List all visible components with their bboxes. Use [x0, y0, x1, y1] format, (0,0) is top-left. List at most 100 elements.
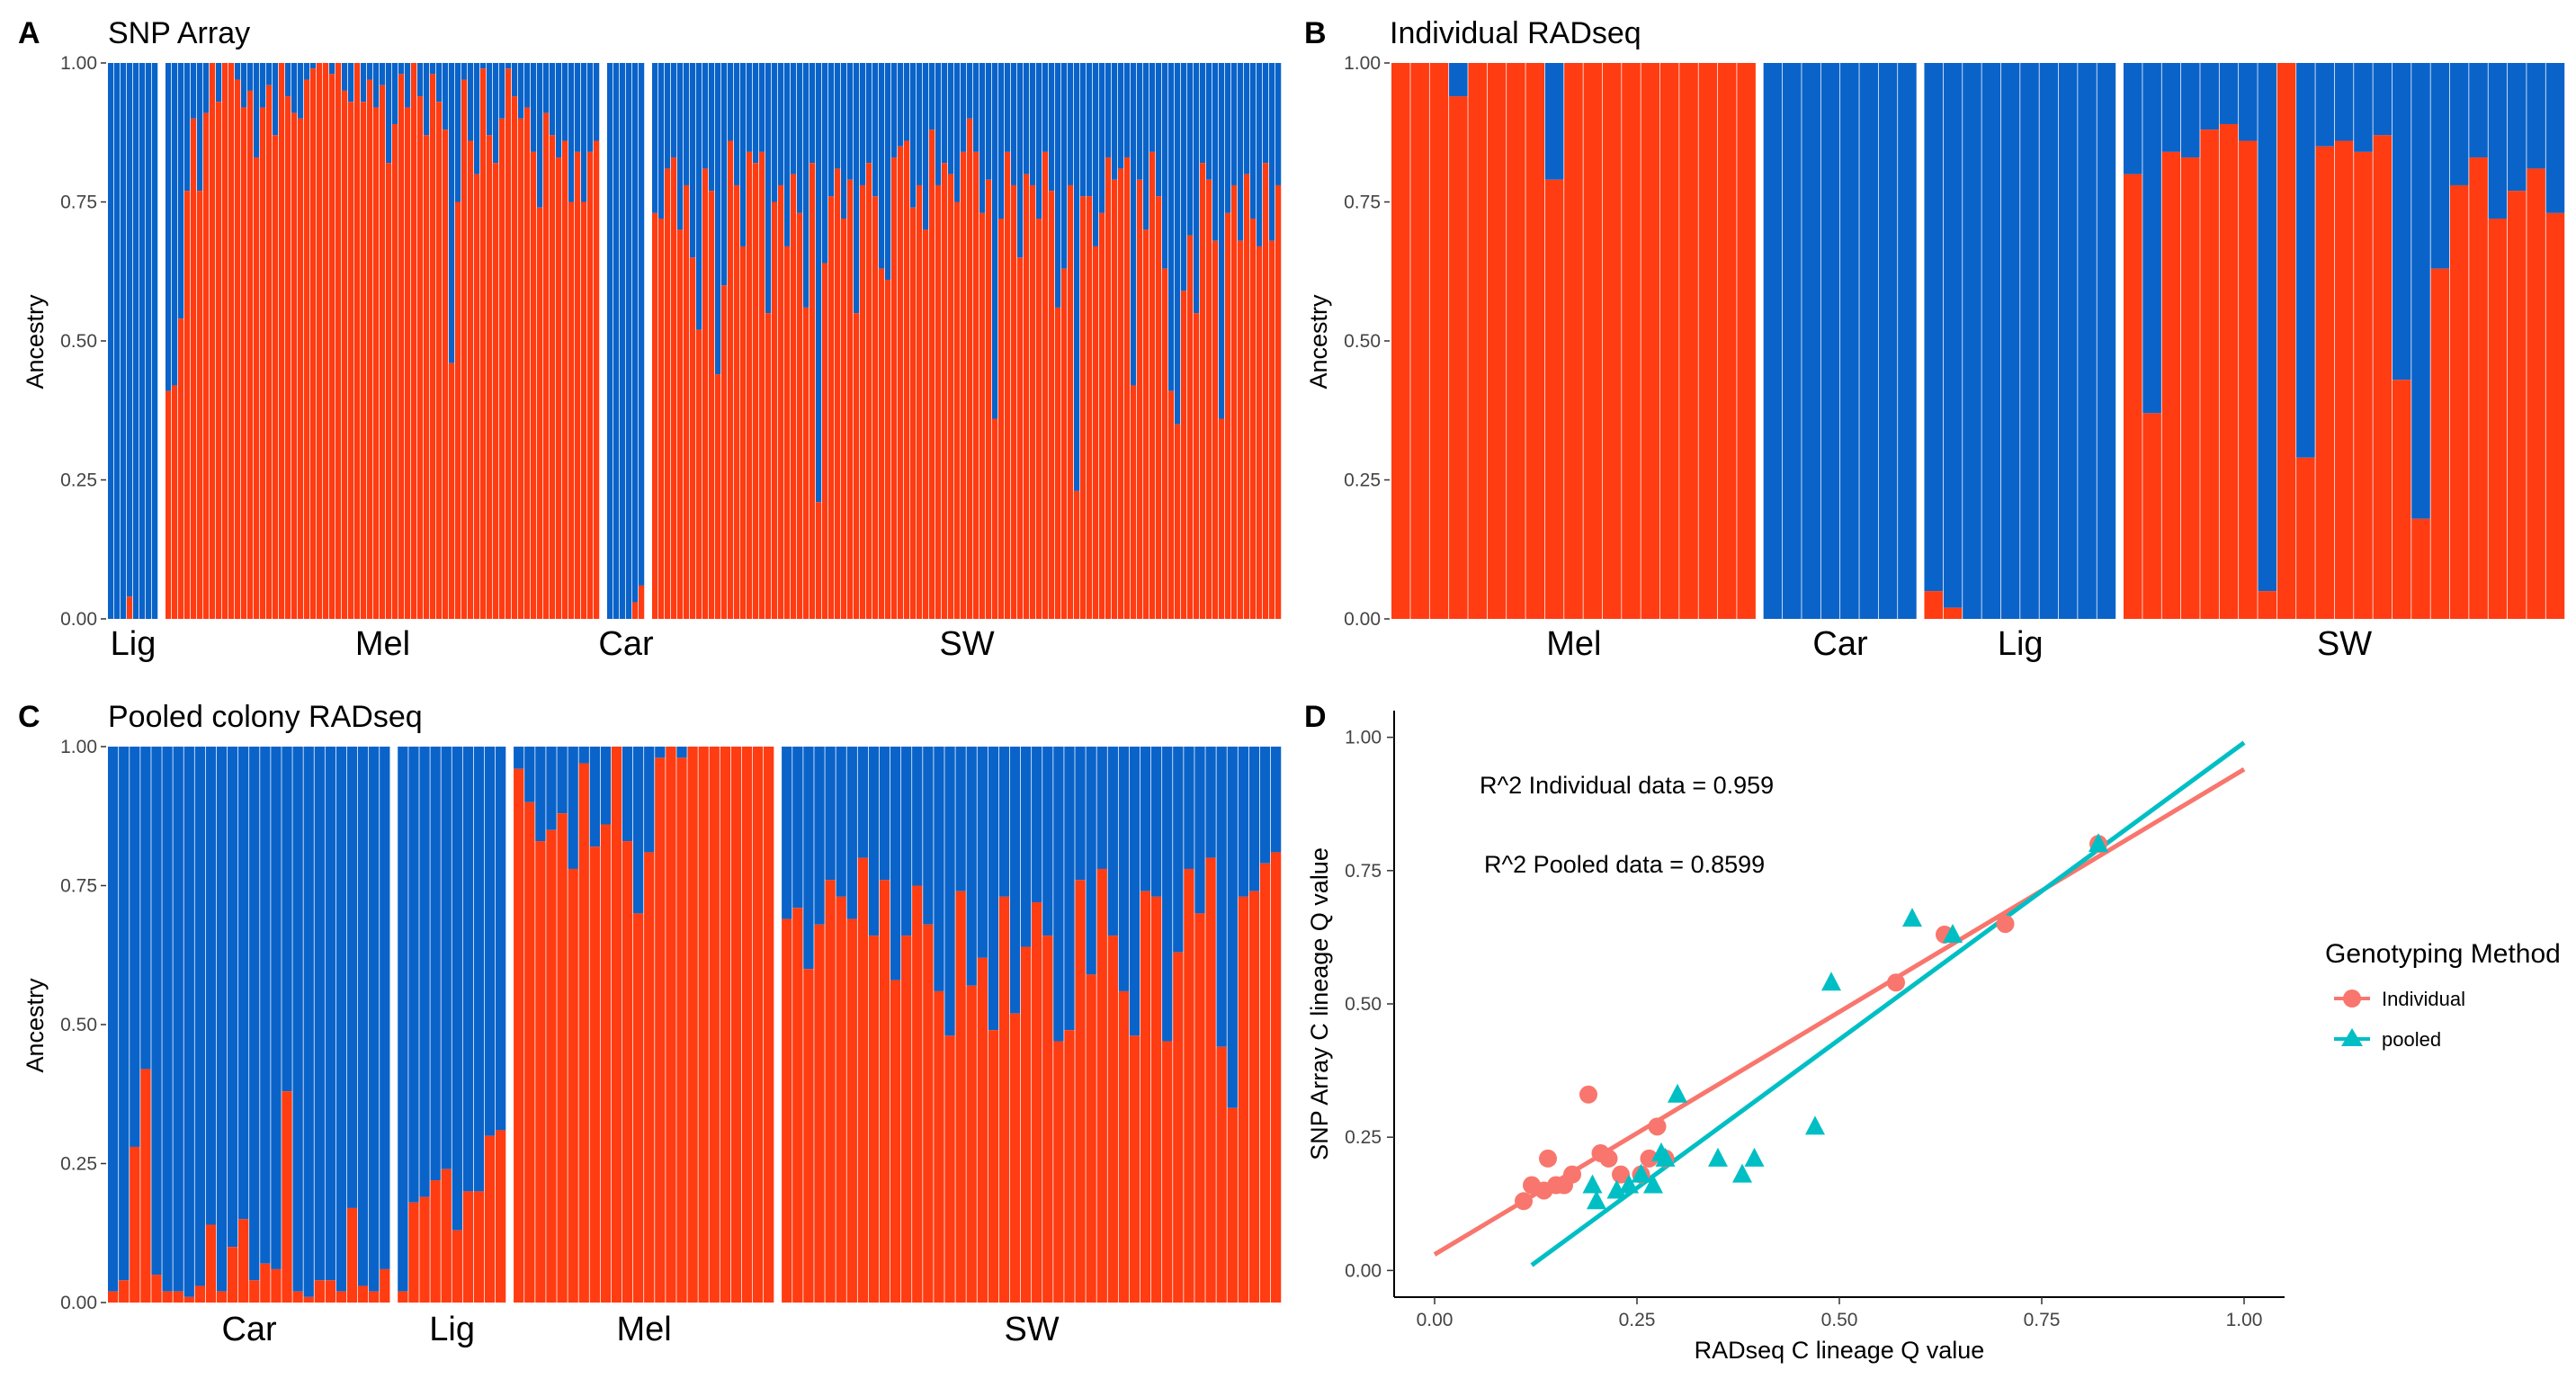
- bar-red-car: [357, 1285, 370, 1303]
- bar-red-sw: [1238, 240, 1244, 619]
- bar-red-sw: [1080, 196, 1087, 619]
- point-pooled: [1668, 1083, 1687, 1103]
- bar-red-sw: [1064, 1030, 1076, 1303]
- bar-blue-sw: [2181, 63, 2201, 158]
- bar-red-mel: [543, 112, 550, 620]
- group-label-car: Car: [221, 1311, 277, 1348]
- bar-blue-lig: [2020, 63, 2040, 619]
- bar-blue-sw: [2161, 63, 2181, 152]
- bar-blue-sw: [1093, 63, 1099, 246]
- bar-blue-mel: [380, 63, 386, 85]
- point-pooled: [2089, 833, 2108, 853]
- bar-blue-car: [357, 747, 370, 1286]
- bar-red-sw: [986, 179, 992, 619]
- bar-red-sw: [2239, 140, 2258, 619]
- bar-red-lig: [408, 1202, 420, 1303]
- bar-red-mel: [1525, 63, 1545, 619]
- bar-red-sw: [803, 307, 809, 619]
- bar-blue-sw: [2123, 63, 2143, 175]
- bar-blue-sw: [809, 63, 816, 164]
- bar-blue-mel: [165, 63, 172, 391]
- bar-red-sw: [923, 924, 935, 1303]
- bar-red-mel: [436, 102, 443, 619]
- bar-red-sw: [1206, 179, 1212, 619]
- bar-blue-mel: [235, 63, 241, 80]
- bar-blue-car: [238, 747, 250, 1220]
- group-label-car: Car: [598, 625, 654, 663]
- bar-red-mel: [1544, 179, 1565, 619]
- bar-red-sw: [1194, 913, 1206, 1303]
- y-tick-label: 0.25: [60, 470, 97, 491]
- bar-blue-sw: [1005, 63, 1011, 152]
- panel-c-group-labels: Car Lig Mel SW: [221, 1311, 1059, 1348]
- bar-blue-sw: [1118, 63, 1124, 169]
- bar-blue-mel: [329, 63, 335, 75]
- bar-red-sw: [684, 184, 690, 619]
- group-label-lig: Lig: [111, 625, 157, 663]
- bar-red-sw: [1257, 246, 1263, 619]
- bar-blue-mel: [184, 63, 191, 192]
- bar-red-sw: [1096, 868, 1108, 1303]
- y-tick-label: 0.25: [1345, 1127, 1382, 1148]
- bar-red-mel: [611, 747, 622, 1303]
- bar-red-lig: [473, 1191, 485, 1303]
- bar-blue-car: [173, 747, 184, 1292]
- bar-red-mel: [556, 157, 562, 619]
- bar-blue-sw: [846, 747, 858, 919]
- bar-red-sw: [2181, 157, 2201, 619]
- bar-blue-mel: [589, 747, 601, 847]
- bar-red-sw: [966, 985, 978, 1303]
- bar-red-mel: [210, 63, 216, 619]
- bar-red-mel: [720, 747, 731, 1303]
- point-individual: [1563, 1165, 1581, 1184]
- bar-blue-mel: [291, 63, 298, 113]
- bar-blue-sw: [1036, 63, 1042, 219]
- bar-blue-car: [607, 63, 613, 619]
- bar-red-mel: [568, 201, 575, 619]
- bar-red-mel: [676, 757, 688, 1303]
- bar-blue-mel: [361, 63, 367, 103]
- bar-red-sw: [2488, 219, 2508, 620]
- bar-red-sw: [866, 163, 872, 620]
- bar-blue-sw: [2430, 63, 2450, 269]
- bar-red-mel: [1679, 63, 1699, 619]
- bar-blue-sw: [835, 63, 841, 169]
- bar-blue-sw: [2527, 63, 2546, 169]
- bar-red-mel: [474, 174, 480, 619]
- bar-red-sw: [1118, 990, 1130, 1303]
- bar-red-sw: [1011, 184, 1017, 619]
- bar-blue-car: [303, 747, 315, 1297]
- bar-blue-sw: [1194, 747, 1206, 914]
- bar-blue-car: [130, 747, 141, 1147]
- bar-blue-sw: [1168, 63, 1175, 391]
- bar-red-sw: [715, 374, 721, 619]
- bar-blue-mel: [342, 63, 348, 91]
- bar-red-car: [271, 1268, 282, 1303]
- bar-red-mel: [235, 79, 241, 620]
- point-pooled: [1744, 1147, 1765, 1167]
- bar-blue-mel: [537, 63, 543, 208]
- bar-red-sw: [665, 168, 671, 620]
- bar-blue-sw: [753, 63, 759, 164]
- bar-blue-car: [325, 747, 336, 1281]
- bar-blue-sw: [2507, 63, 2527, 192]
- bar-red-mel: [216, 102, 222, 619]
- bar-red-car: [335, 1291, 347, 1303]
- bar-blue-sw: [1042, 747, 1054, 936]
- bar-blue-sw: [1257, 63, 1263, 246]
- bar-blue-lig: [419, 747, 431, 1197]
- bar-red-mel: [546, 829, 558, 1303]
- bar-blue-sw: [1030, 63, 1036, 185]
- bar-blue-mel: [203, 63, 210, 113]
- bar-blue-sw: [791, 63, 797, 175]
- bar-red-mel: [424, 135, 430, 620]
- bar-blue-sw: [2219, 63, 2240, 124]
- bar-red-mel: [222, 63, 228, 619]
- bar-red-sw: [1225, 212, 1231, 620]
- legend-pooled-label: pooled: [2382, 1028, 2441, 1051]
- bar-blue-sw: [1250, 63, 1257, 219]
- bar-blue-sw: [885, 63, 891, 281]
- bar-red-sw: [677, 229, 684, 619]
- bar-blue-sw: [652, 63, 658, 213]
- bar-blue-sw: [1225, 63, 1231, 213]
